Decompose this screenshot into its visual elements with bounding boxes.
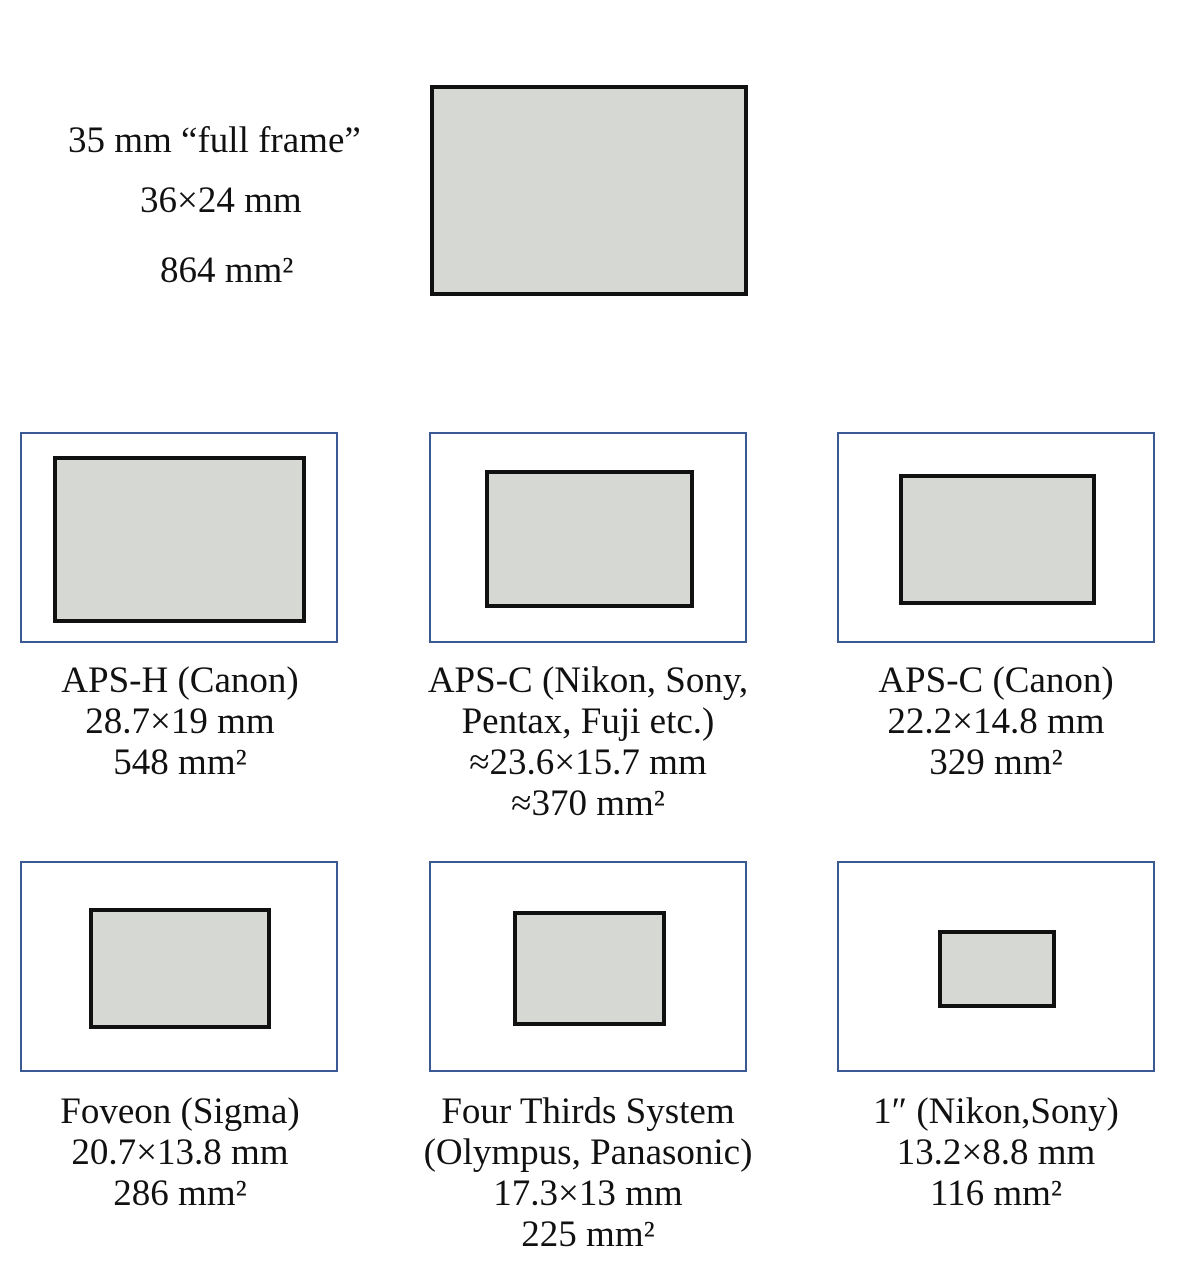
caption-line: 116 mm²	[929, 1173, 1063, 1214]
caption-line: Pentax, Fuji etc.)	[461, 701, 715, 742]
sensor-four-thirds	[513, 911, 666, 1026]
caption-line: 28.7×19 mm	[85, 701, 275, 742]
caption-line: APS-C (Nikon, Sony,	[427, 660, 749, 701]
caption-line: Foveon (Sigma)	[60, 1091, 300, 1132]
caption-line: (Olympus, Panasonic)	[423, 1132, 753, 1173]
caption-line: APS-H (Canon)	[61, 660, 299, 701]
sensor-aps-c-canon	[899, 474, 1096, 605]
format-frame-aps-h	[20, 432, 338, 643]
caption-four-thirds: Four Thirds System (Olympus, Panasonic) …	[388, 1091, 788, 1255]
caption-aps-h: APS-H (Canon) 28.7×19 mm 548 mm²	[0, 660, 380, 783]
full-frame-dimensions: 36×24 mm	[140, 180, 302, 221]
format-frame-aps-c-nikon	[429, 432, 747, 643]
caption-line: Four Thirds System	[441, 1091, 735, 1132]
caption-line: 20.7×13.8 mm	[71, 1132, 289, 1173]
full-frame-sensor	[430, 85, 748, 296]
sensor-aps-c-nikon	[485, 470, 694, 608]
caption-line: 17.3×13 mm	[493, 1173, 683, 1214]
full-frame-name: 35 mm “full frame”	[68, 120, 361, 161]
caption-line: ≈23.6×15.7 mm	[469, 742, 707, 783]
format-frame-four-thirds	[429, 861, 747, 1072]
caption-line: 225 mm²	[521, 1214, 655, 1255]
sensor-aps-h	[53, 456, 306, 623]
full-frame-area: 864 mm²	[160, 250, 294, 291]
caption-line: 548 mm²	[113, 742, 247, 783]
format-frame-aps-c-canon	[837, 432, 1155, 643]
caption-line: 286 mm²	[113, 1173, 247, 1214]
caption-line: APS-C (Canon)	[878, 660, 1114, 701]
caption-one-inch: 1″ (Nikon,Sony) 13.2×8.8 mm 116 mm²	[796, 1091, 1179, 1214]
sensor-foveon	[89, 908, 271, 1029]
caption-line: 1″ (Nikon,Sony)	[873, 1091, 1119, 1132]
format-frame-foveon	[20, 861, 338, 1072]
caption-line: 329 mm²	[929, 742, 1063, 783]
caption-line: ≈370 mm²	[511, 783, 665, 824]
caption-line: 13.2×8.8 mm	[896, 1132, 1096, 1173]
caption-foveon: Foveon (Sigma) 20.7×13.8 mm 286 mm²	[0, 1091, 380, 1214]
caption-aps-c-canon: APS-C (Canon) 22.2×14.8 mm 329 mm²	[796, 660, 1179, 783]
sensor-one-inch	[938, 930, 1056, 1008]
caption-aps-c-nikon: APS-C (Nikon, Sony, Pentax, Fuji etc.) ≈…	[388, 660, 788, 824]
caption-line: 22.2×14.8 mm	[887, 701, 1105, 742]
format-frame-one-inch	[837, 861, 1155, 1072]
